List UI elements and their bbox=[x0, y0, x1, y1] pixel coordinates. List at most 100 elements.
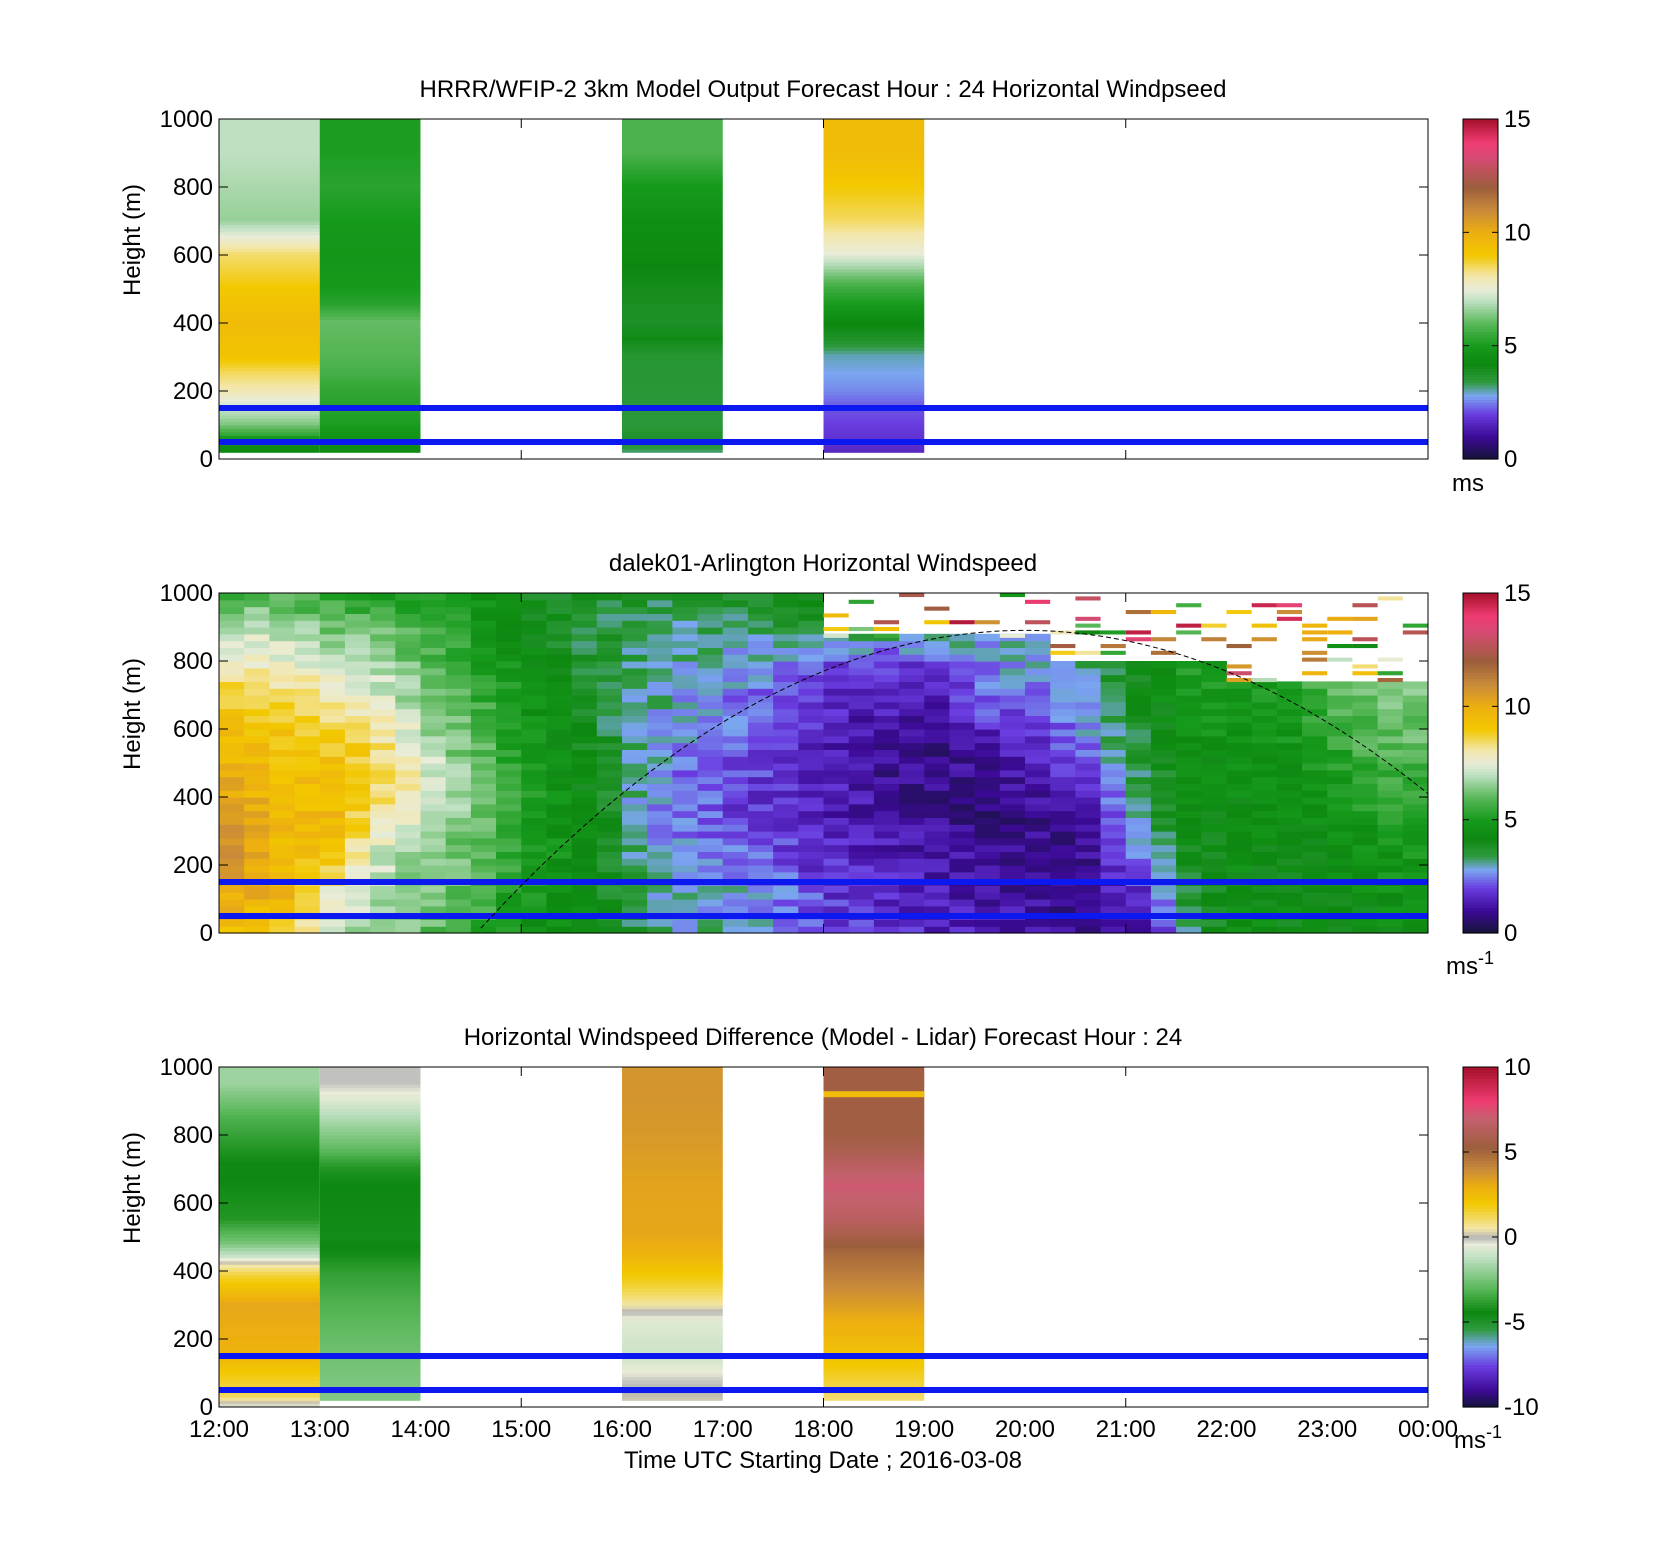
heatmap-cell bbox=[319, 620, 346, 628]
heatmap-cell bbox=[319, 204, 421, 208]
heatmap-cell bbox=[848, 647, 875, 655]
heatmap-cell bbox=[319, 1087, 421, 1092]
heatmap-cell bbox=[319, 166, 421, 171]
heatmap-cell bbox=[319, 1155, 421, 1160]
heatmap-cell bbox=[521, 824, 547, 832]
heatmap-cell bbox=[672, 776, 699, 784]
heatmap-cell bbox=[420, 871, 447, 880]
heatmap-cell bbox=[269, 797, 296, 805]
heatmap-cell bbox=[622, 674, 648, 682]
heatmap-cell bbox=[219, 695, 245, 703]
heatmap-cell bbox=[319, 1335, 421, 1340]
heatmap-cell bbox=[1100, 695, 1127, 703]
heatmap-cell bbox=[622, 1325, 723, 1330]
heatmap-cell bbox=[697, 661, 724, 669]
heatmap-cell bbox=[1050, 844, 1076, 852]
heatmap-cell bbox=[319, 1084, 421, 1088]
x-tick-label: 23:00 bbox=[1297, 1416, 1357, 1443]
heatmap-cell bbox=[747, 919, 774, 927]
heatmap-cell bbox=[219, 749, 245, 757]
heatmap-cell bbox=[773, 865, 799, 873]
heatmap-cell bbox=[622, 1169, 723, 1173]
heatmap-cell bbox=[622, 363, 723, 368]
heatmap-cell bbox=[848, 776, 875, 784]
heatmap-cell bbox=[1050, 630, 1076, 635]
heatmap-cell bbox=[319, 1186, 421, 1190]
heatmap-cell bbox=[823, 1145, 925, 1150]
heatmap-cell bbox=[344, 620, 371, 628]
heatmap-cell bbox=[319, 421, 421, 426]
heatmap-cell bbox=[344, 613, 371, 621]
heatmap-cell bbox=[823, 1128, 925, 1133]
heatmap-cell bbox=[571, 599, 598, 608]
heatmap-cell bbox=[1025, 790, 1051, 798]
colorbar-segment bbox=[1463, 867, 1498, 872]
heatmap-cell bbox=[823, 384, 925, 389]
heatmap-cell bbox=[319, 384, 421, 389]
heatmap-cell bbox=[269, 824, 296, 832]
heatmap-cell bbox=[219, 1359, 320, 1364]
heatmap-cell bbox=[596, 763, 623, 771]
heatmap-cell bbox=[622, 448, 723, 453]
heatmap-cell bbox=[219, 593, 245, 601]
heatmap-cell bbox=[370, 892, 396, 900]
heatmap-cell bbox=[219, 336, 320, 341]
heatmap-cell bbox=[622, 1158, 723, 1163]
heatmap-cell bbox=[672, 763, 699, 771]
heatmap-cell bbox=[697, 769, 724, 778]
heatmap-cell bbox=[974, 790, 1001, 798]
heatmap-cell bbox=[974, 654, 1001, 662]
heatmap-cell bbox=[219, 1373, 320, 1377]
colorbar-segment bbox=[1463, 1135, 1498, 1139]
heatmap-cell bbox=[596, 885, 623, 893]
heatmap-cell bbox=[1251, 742, 1278, 750]
heatmap-cell bbox=[1276, 749, 1303, 757]
heatmap-cell bbox=[697, 892, 724, 900]
heatmap-cell bbox=[773, 810, 799, 818]
heatmap-cell bbox=[344, 695, 371, 703]
heatmap-cell bbox=[899, 708, 925, 716]
colorbar-segment bbox=[1463, 811, 1498, 815]
heatmap-cell bbox=[319, 394, 421, 399]
heatmap-cell bbox=[370, 708, 396, 716]
heatmap-cell bbox=[722, 865, 749, 873]
heatmap-cell bbox=[848, 688, 875, 696]
heatmap-cell bbox=[672, 688, 699, 696]
heatmap-cell bbox=[470, 701, 497, 710]
colorbar-segment bbox=[1463, 127, 1498, 131]
heatmap-cell bbox=[1226, 695, 1253, 703]
heatmap-cell bbox=[924, 899, 950, 907]
heatmap-cell bbox=[899, 647, 925, 655]
colorbar-segment bbox=[1463, 218, 1498, 222]
heatmap-cell bbox=[672, 695, 699, 703]
heatmap-cell bbox=[219, 1182, 320, 1187]
heatmap-cell bbox=[823, 1070, 925, 1075]
heatmap-cell bbox=[697, 674, 724, 682]
colorbar-segment bbox=[1463, 907, 1498, 911]
heatmap-cell bbox=[244, 627, 270, 635]
colorbar-unit-label: ms bbox=[1446, 953, 1478, 980]
heatmap-cell bbox=[420, 593, 447, 601]
heatmap-cell bbox=[1402, 688, 1429, 696]
heatmap-cell bbox=[1075, 688, 1102, 696]
heatmap-cell bbox=[823, 445, 925, 450]
heatmap-cell bbox=[596, 871, 623, 880]
heatmap-cell bbox=[823, 1369, 925, 1374]
heatmap-cell bbox=[571, 851, 598, 859]
heatmap-cell bbox=[1125, 667, 1152, 676]
colorbar-segment bbox=[1463, 155, 1498, 160]
heatmap-cell bbox=[219, 1301, 320, 1306]
heatmap-cell bbox=[1025, 885, 1051, 893]
heatmap-cell bbox=[269, 613, 296, 621]
heatmap-cell bbox=[219, 1080, 320, 1085]
heatmap-cell bbox=[1025, 729, 1051, 737]
heatmap-cell bbox=[370, 844, 396, 852]
heatmap-cell bbox=[470, 688, 497, 696]
heatmap-cell bbox=[622, 360, 723, 365]
heatmap-cell bbox=[672, 844, 699, 852]
heatmap-cell bbox=[1302, 810, 1328, 818]
colorbar-segment bbox=[1463, 1381, 1498, 1385]
heatmap-cell bbox=[344, 885, 371, 893]
heatmap-cell bbox=[622, 1233, 723, 1238]
heatmap-cell bbox=[1377, 657, 1403, 662]
